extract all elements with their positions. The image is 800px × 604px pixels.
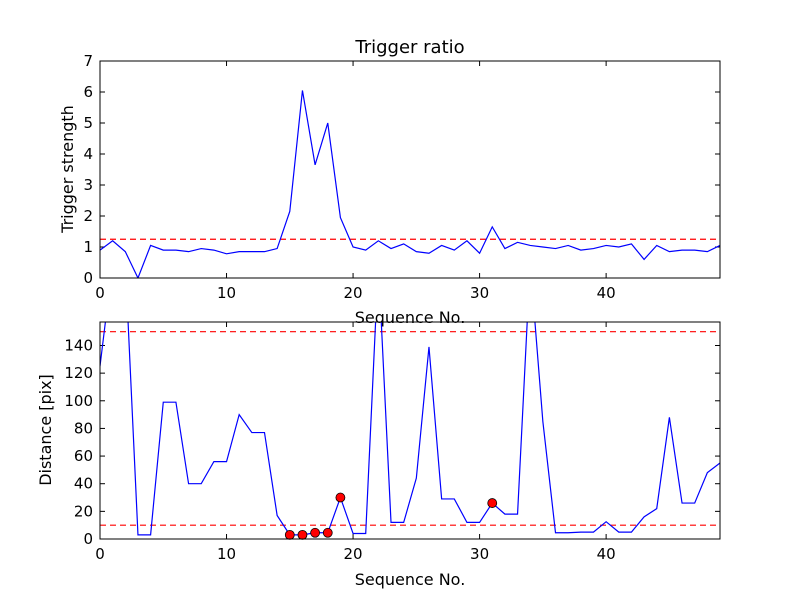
bottom-y-tick-label: 120 — [64, 364, 93, 382]
bottom-data-marker — [284, 529, 295, 540]
bottom-y-tick-label: 0 — [83, 530, 93, 548]
bottom-data-marker — [487, 498, 498, 508]
bottom-x-tick-label: 10 — [217, 545, 236, 563]
top-y-tick-label: 7 — [83, 52, 93, 70]
bottom-x-tick-label: 20 — [344, 545, 363, 563]
bottom-y-axis-label: Distance [pix] — [36, 374, 55, 486]
bottom-series-line — [100, 322, 720, 536]
bottom-x-axis-label: Sequence No. — [355, 570, 466, 589]
top-plot-frame — [99, 60, 721, 279]
top-y-tick-label: 4 — [83, 145, 93, 163]
top-x-tick-label: 0 — [95, 284, 105, 302]
bottom-data-marker — [335, 492, 346, 503]
bottom-x-tick-label: 30 — [470, 545, 489, 563]
top-x-tick-label: 20 — [344, 284, 363, 302]
top-y-axis-label: Trigger strength — [58, 105, 77, 234]
bottom-data-marker — [310, 527, 321, 538]
top-y-tick-label: 5 — [83, 114, 93, 132]
distance-plot: Distance [pix] Sequence No. 0 10 20 30 40 0 20… — [36, 321, 721, 589]
bottom-y-tick-label: 20 — [74, 502, 93, 520]
bottom-y-tick-label: 80 — [74, 419, 93, 437]
bottom-y-tick-label: 140 — [64, 336, 93, 354]
top-y-tick-label: 0 — [83, 269, 93, 287]
top-series-line — [100, 90, 720, 278]
bottom-x-tick-label: 0 — [95, 545, 105, 563]
top-x-axis-label: Sequence No. — [355, 308, 466, 327]
top-x-tick-label: 40 — [597, 284, 616, 302]
top-chart-title: Trigger ratio — [354, 37, 464, 58]
bottom-y-tick-label: 40 — [74, 475, 93, 493]
bottom-y-tick-label: 60 — [74, 447, 93, 465]
top-y-tick-label: 1 — [83, 238, 93, 256]
bottom-x-tick-label: 40 — [597, 545, 616, 563]
top-x-tick-label: 10 — [217, 284, 236, 302]
top-x-tick-label: 30 — [470, 284, 489, 302]
top-y-tick-label: 2 — [83, 207, 93, 225]
bottom-data-marker — [297, 529, 308, 540]
trigger-ratio-plot: Trigger ratio Trigger strength Sequence … — [58, 37, 721, 327]
bottom-data-marker — [322, 527, 333, 538]
top-y-tick-label: 3 — [83, 176, 93, 194]
top-y-tick-label: 6 — [83, 83, 93, 101]
bottom-plot-frame — [99, 321, 721, 540]
bottom-y-tick-label: 100 — [64, 392, 93, 410]
